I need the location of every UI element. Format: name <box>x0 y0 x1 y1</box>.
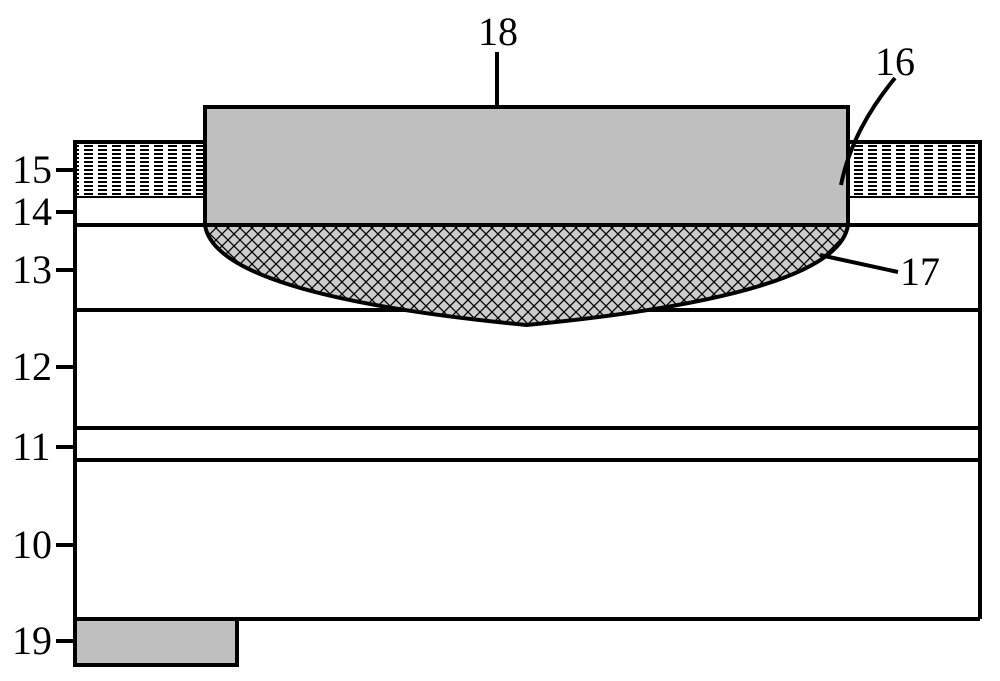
label-17: 17 <box>900 249 940 294</box>
label-11: 11 <box>12 424 51 469</box>
label-19: 19 <box>12 618 52 663</box>
label-13: 13 <box>12 247 52 292</box>
label-15: 15 <box>12 147 52 192</box>
label-10: 10 <box>12 522 52 567</box>
label-14: 14 <box>12 189 52 234</box>
label-18: 18 <box>478 9 518 54</box>
label-16: 16 <box>875 39 915 84</box>
label-12: 12 <box>12 344 52 389</box>
